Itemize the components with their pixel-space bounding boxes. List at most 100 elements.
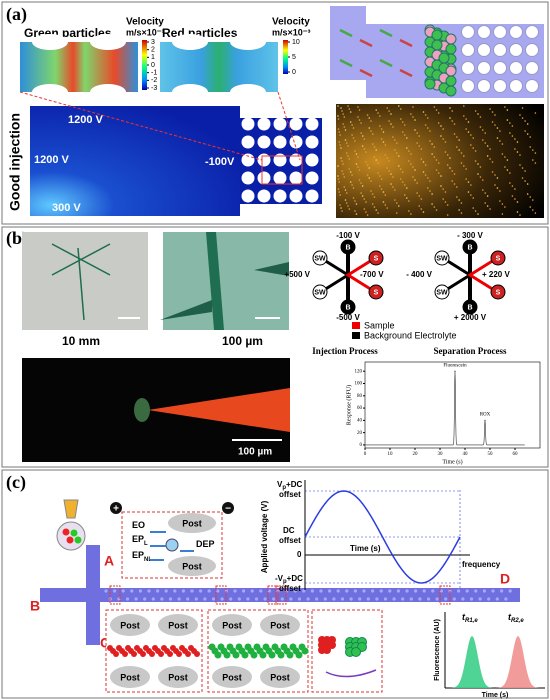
fluorescent-dot [424, 174, 427, 176]
post [186, 597, 190, 601]
peak [496, 636, 540, 688]
fluorescent-dot [477, 213, 479, 215]
fluorescent-dot [345, 142, 348, 144]
fluorescent-dot [521, 177, 524, 179]
fluorescent-dot [412, 176, 414, 178]
fluorescent-dot [360, 182, 362, 184]
fluorescent-dot [357, 166, 359, 168]
fluorescent-dot [337, 188, 340, 190]
fluorescent-dot [339, 134, 341, 136]
fluorescent-dot [509, 182, 511, 184]
fluorescent-dot [462, 115, 465, 117]
fluorescent-dot [426, 127, 429, 129]
post-array [241, 117, 319, 203]
fluorescent-dot [451, 120, 454, 122]
fluorescent-dot [375, 149, 378, 151]
fluorescent-dot [412, 166, 414, 168]
fluorescent-dot [416, 192, 418, 194]
fluorescent-dot [506, 159, 509, 161]
reservoir [462, 239, 478, 255]
fluorescent-dot [458, 149, 460, 151]
side-label: Good injection [7, 113, 23, 211]
post [241, 171, 255, 185]
post [362, 589, 366, 593]
sim-image [160, 42, 278, 92]
post [409, 597, 413, 601]
fluorescence-glow [336, 104, 544, 218]
fluorescent-dot [509, 172, 511, 174]
fluorescent-dot [453, 173, 456, 175]
flow-arrow [379, 58, 393, 68]
pipette [63, 499, 79, 519]
fluorescent-dot [509, 132, 511, 134]
fluorescent-dot [465, 168, 467, 170]
post-label: Post [182, 561, 202, 571]
fluorescent-dot [444, 201, 447, 203]
fluorescent-dot [371, 203, 374, 205]
fluorescent-dot [524, 120, 526, 122]
fluorescent-dot [397, 155, 400, 157]
fluorescent-dot [474, 110, 477, 112]
particle [328, 641, 336, 649]
fluorescent-dot [399, 108, 402, 110]
fluorescent-dot [399, 118, 402, 120]
fluorescent-dot [481, 189, 484, 191]
fluorescent-dot [386, 157, 388, 159]
post [315, 597, 319, 601]
fluorescent-dot [408, 160, 410, 162]
flow-arrow [339, 28, 353, 38]
fluorescent-dot [440, 135, 442, 137]
post [323, 597, 327, 601]
post [401, 597, 405, 601]
fluorescent-dot [479, 126, 482, 128]
fluorescent-dot [338, 191, 341, 193]
reservoir [368, 250, 384, 266]
level-label: offset [279, 536, 301, 545]
part: -V [275, 574, 284, 583]
fluorescent-dot [366, 174, 369, 176]
fluorescent-dot [431, 153, 433, 155]
fluorescent-dot [370, 190, 372, 192]
fluorescent-dot [433, 156, 436, 158]
reservoir [434, 284, 450, 300]
post [257, 171, 271, 185]
y-axis-label: Applied voltage (V) [260, 500, 269, 573]
post [260, 614, 300, 636]
fluorescent-dot [388, 170, 390, 172]
fluorescent-dot [489, 108, 491, 110]
post [500, 589, 504, 593]
fluorescent-dot [375, 209, 378, 211]
fluorescent-dot [420, 158, 423, 160]
fluorescent-dot [337, 118, 340, 120]
fluorescent-dot [363, 208, 366, 210]
fluorescent-dot [347, 105, 349, 107]
fluorescent-dot [349, 181, 352, 183]
fluorescent-dot [365, 201, 367, 203]
post [328, 589, 332, 593]
fluorescent-dot [337, 115, 339, 117]
post [212, 666, 252, 688]
x-tick-label: 50 [488, 452, 494, 457]
post [272, 597, 276, 601]
post [241, 189, 255, 203]
fluorescent-dot [347, 145, 349, 147]
fluorescent-dot [342, 173, 344, 175]
post [130, 589, 134, 593]
fluorescent-dot [390, 123, 392, 125]
fluorescent-dot [499, 190, 501, 192]
fluorescent-dot [519, 154, 521, 156]
post-label: Post [270, 672, 290, 682]
level-label: -Vp+DC [275, 574, 303, 584]
fluorescent-dot [486, 155, 489, 157]
post [461, 25, 475, 39]
fluorescent-dot [354, 150, 356, 152]
fluorescent-dot [366, 164, 369, 166]
particle [445, 85, 457, 97]
reservoir [340, 239, 356, 255]
fluorescent-dot [342, 113, 344, 115]
fluorescent-dot [456, 186, 458, 188]
post [504, 597, 508, 601]
fluorescent-dot [529, 136, 532, 138]
post [190, 589, 194, 593]
fluorescent-dot [509, 122, 511, 124]
